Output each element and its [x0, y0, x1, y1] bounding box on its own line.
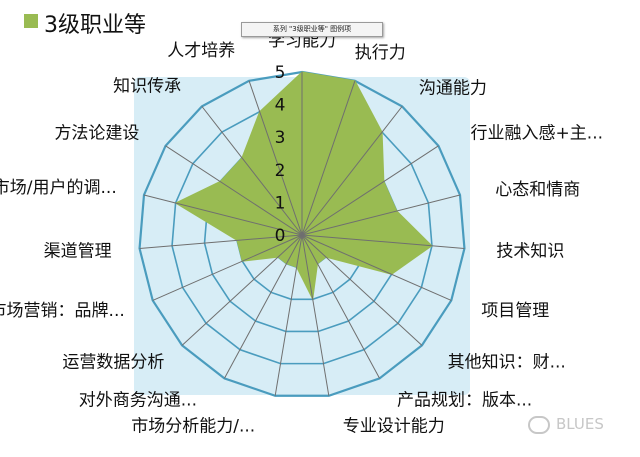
spoke — [152, 234, 303, 301]
spoke — [301, 234, 330, 396]
category-label: 行业融入感+主... — [471, 124, 603, 144]
spoke — [301, 234, 452, 301]
legend-swatch — [24, 14, 38, 28]
category-label: 市场营销：品牌... — [0, 301, 125, 321]
category-label: 运营数据分析 — [62, 353, 164, 373]
spoke — [143, 194, 303, 236]
category-label: 专业设计能力 — [343, 416, 445, 436]
r-tick-label: 1 — [275, 193, 286, 213]
category-label: 市场/用户的调... — [0, 178, 117, 198]
r-tick-label: 3 — [275, 128, 286, 148]
spoke — [201, 106, 303, 236]
grid-ring — [138, 70, 466, 397]
spoke — [301, 194, 461, 236]
grid-ring — [171, 103, 433, 365]
spoke — [181, 234, 303, 346]
r-tick-label: 2 — [275, 161, 286, 181]
spoke — [301, 234, 465, 249]
series-area — [174, 71, 433, 301]
r-tick-label: 4 — [275, 96, 286, 116]
r-tick-label: 0 — [275, 226, 286, 246]
category-label: 渠道管理 — [44, 241, 112, 261]
chat-bubble-icon — [528, 415, 550, 434]
spoke — [139, 234, 303, 249]
category-label: 市场分析能力/... — [131, 416, 255, 436]
category-label: 知识传承 — [113, 76, 181, 96]
watermark-text: BLUES — [556, 415, 604, 433]
spoke — [165, 145, 303, 236]
category-label: 对外商务沟通... — [79, 390, 197, 410]
radial-tick-labels: 0 1 2 3 4 5 — [275, 63, 286, 246]
spoke — [301, 145, 439, 236]
category-labels: 学习能力执行力沟通能力行业融入感+主...心态和情商技术知识项目管理其他知识：财… — [0, 31, 603, 436]
category-label: 其他知识：财... — [448, 353, 566, 373]
category-label: 心态和情商 — [495, 180, 580, 200]
category-label: 产品规划：版本... — [397, 390, 532, 410]
spoke — [248, 80, 303, 236]
spoke — [223, 234, 303, 379]
category-label: 人才培养 — [167, 41, 235, 61]
spoke — [301, 80, 356, 236]
legend-tooltip: 系列 "3级职业等" 图例项 — [241, 22, 383, 37]
spoke — [274, 234, 303, 396]
category-label: 项目管理 — [481, 301, 549, 321]
spoke — [301, 106, 403, 236]
category-label: 方法论建设 — [54, 124, 139, 144]
legend-label: 3级职业等 — [44, 13, 146, 38]
spoke — [301, 234, 381, 379]
category-label: 执行力 — [355, 43, 406, 63]
spoke — [301, 234, 423, 346]
category-label: 沟通能力 — [419, 78, 487, 98]
category-label: 技术知识 — [496, 241, 564, 261]
watermark: BLUES — [528, 412, 628, 436]
r-tick-label: 5 — [275, 63, 286, 83]
series-layer — [139, 71, 465, 396]
